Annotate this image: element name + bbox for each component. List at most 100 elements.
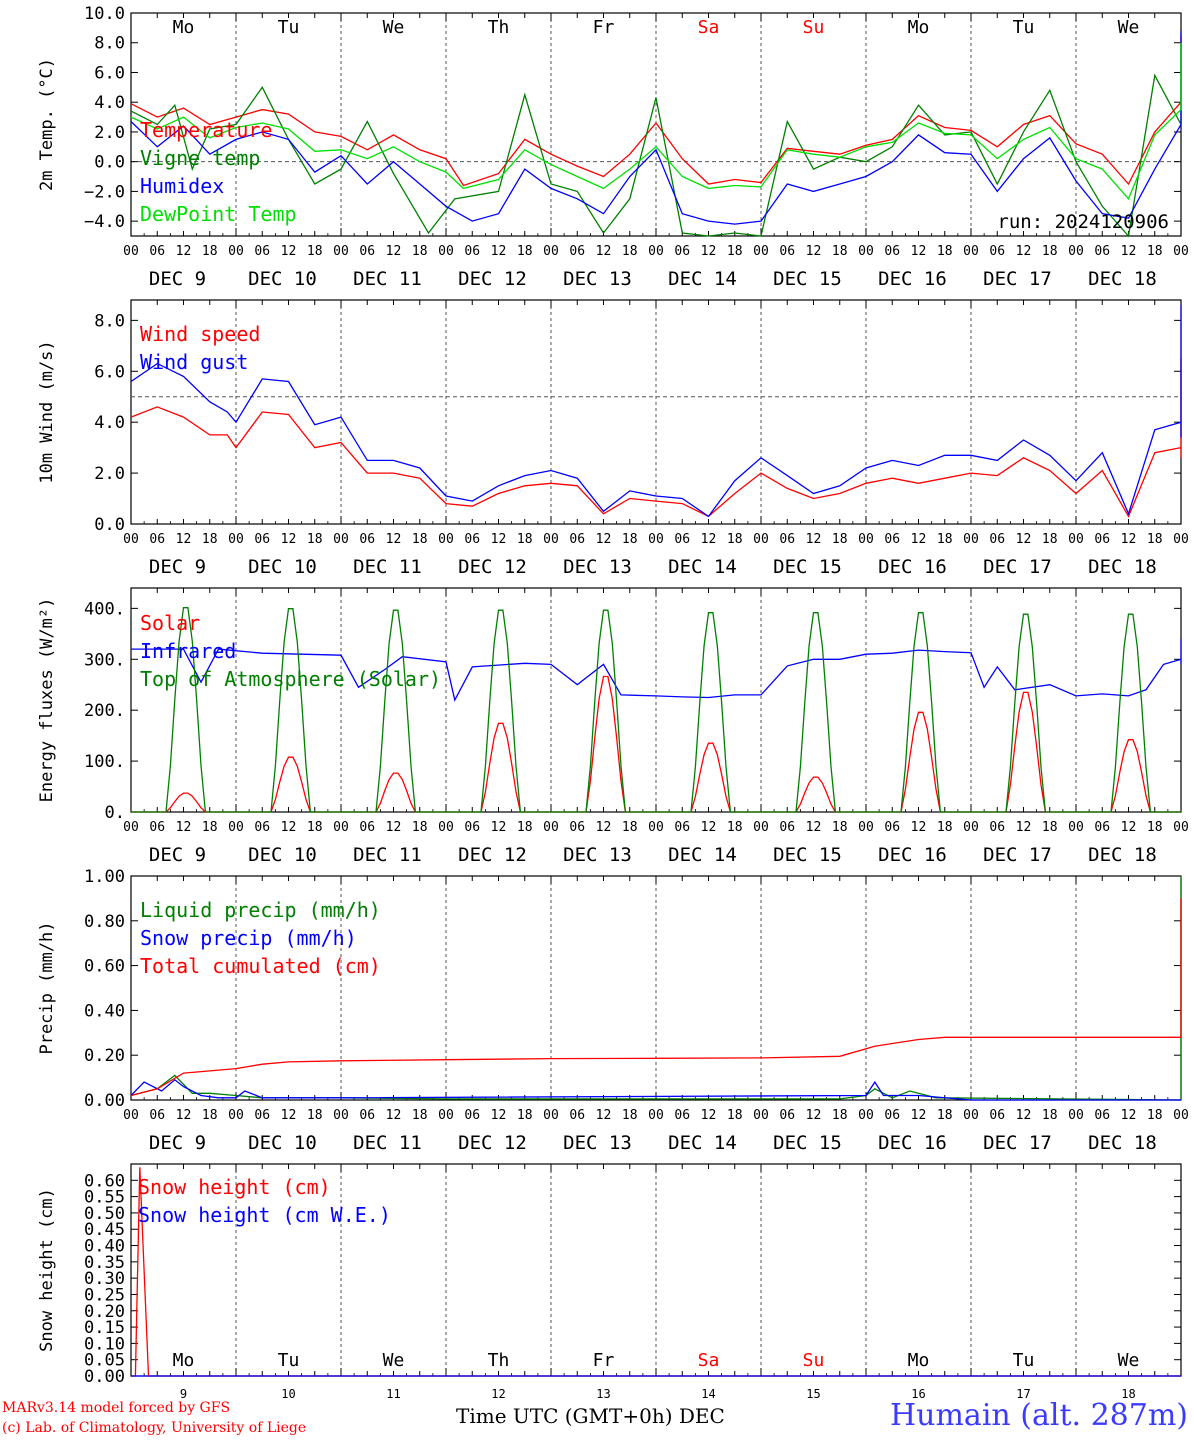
date-label: DEC 10: [248, 1132, 317, 1154]
hour-label: 12: [701, 1108, 717, 1123]
y-tick-label: 1.00: [84, 867, 125, 887]
date-label: DEC 14: [668, 1132, 737, 1154]
hour-label: 06: [464, 820, 480, 835]
legend-entry: Solar: [140, 611, 200, 635]
date-label: DEC 15: [773, 844, 842, 866]
hour-label: 18: [937, 820, 953, 835]
hour-label: 06: [464, 244, 480, 259]
hour-label: 12: [1121, 820, 1137, 835]
day-name: Tu: [1013, 17, 1035, 38]
hour-label: 12: [386, 532, 402, 547]
y-tick-label: 0.60: [84, 1171, 125, 1191]
date-label: DEC 10: [248, 844, 317, 866]
hour-label: 06: [779, 1108, 795, 1123]
date-label: DEC 18: [1088, 1132, 1157, 1154]
series-line-top-of-atmosphere-solar: [131, 607, 1181, 813]
date-label: DEC 16: [878, 844, 947, 866]
hour-label: 06: [569, 244, 585, 259]
y-tick-label: 0.40: [84, 1001, 125, 1021]
hour-label: 00: [123, 1108, 139, 1123]
hour-label: 12: [806, 1108, 822, 1123]
day-number: 14: [701, 1387, 715, 1401]
hour-label: 18: [832, 244, 848, 259]
hour-label: 00: [1068, 1108, 1084, 1123]
hour-label: 00: [228, 1108, 244, 1123]
hour-label: 18: [727, 1108, 743, 1123]
y-tick-label: 300.: [84, 650, 125, 670]
hour-label: 18: [517, 820, 533, 835]
hour-label: 12: [1016, 532, 1032, 547]
day-name: Fr: [593, 17, 615, 38]
y-tick-label: 6.0: [94, 362, 125, 382]
day-name: Th: [488, 1350, 510, 1371]
y-tick-label: 200.: [84, 701, 125, 721]
date-label: DEC 9: [149, 268, 206, 290]
hour-label: 06: [779, 820, 795, 835]
date-label: DEC 14: [668, 844, 737, 866]
date-label: DEC 13: [563, 556, 632, 578]
date-label: DEC 16: [878, 268, 947, 290]
panel-5: 0.000.050.100.150.200.250.300.350.400.45…: [37, 1163, 1182, 1401]
hour-label: 12: [1016, 1108, 1032, 1123]
credit-line-2: (c) Lab. of Climatology, University of L…: [2, 1420, 307, 1436]
y-tick-label: 0.25: [84, 1285, 125, 1305]
hour-label: 00: [963, 532, 979, 547]
hour-label: 06: [1094, 1108, 1110, 1123]
date-label: DEC 9: [149, 556, 206, 578]
y-tick-label: 2.0: [94, 123, 125, 143]
y-tick-label: 0.10: [84, 1334, 125, 1354]
hour-label: 18: [412, 1108, 428, 1123]
hour-label: 18: [1042, 820, 1058, 835]
hour-label: 06: [149, 532, 165, 547]
hour-label: 00: [858, 820, 874, 835]
hour-label: 00: [753, 820, 769, 835]
hour-label: 06: [779, 532, 795, 547]
hour-label: 00: [543, 1108, 559, 1123]
hour-label: 18: [202, 1108, 218, 1123]
hour-label: 12: [1121, 532, 1137, 547]
credit-line-1: MARv3.14 model forced by GFS: [2, 1400, 231, 1416]
hour-label: 12: [281, 1108, 297, 1123]
hour-label: 06: [359, 820, 375, 835]
series-line-wind-speed: [130, 358, 1182, 518]
panel-2: 0.0 2.0 4.0 6.0 8.0 10m Wind (m/s) Wind speed W…: [37, 299, 1189, 578]
day-number: 11: [386, 1387, 400, 1401]
hour-label: 00: [438, 244, 454, 259]
panel-1: −4.0 −2.0 0.0 2.0 4.0 6.0 8.0 10.0 2m Temp. (°C)…: [37, 4, 1189, 290]
legend-entry: Wind gust: [140, 350, 248, 374]
date-label: DEC 18: [1088, 268, 1157, 290]
day-name: We: [383, 1350, 405, 1371]
hour-label: 18: [622, 244, 638, 259]
y-tick-label: 400.: [84, 599, 125, 619]
hour-label: 06: [254, 532, 270, 547]
day-number: 9: [180, 1387, 187, 1401]
hour-label: 00: [1173, 820, 1189, 835]
series-line-wind-gust: [130, 305, 1182, 518]
hour-label: 12: [911, 244, 927, 259]
day-number: 18: [1121, 1387, 1135, 1401]
y-tick-label: 0.30: [84, 1269, 125, 1289]
hour-label: 00: [333, 820, 349, 835]
day-name: Th: [488, 17, 510, 38]
hour-label: 06: [254, 244, 270, 259]
hour-label: 00: [1068, 244, 1084, 259]
date-label: DEC 12: [458, 268, 527, 290]
hour-label: 06: [464, 532, 480, 547]
hour-label: 12: [911, 1108, 927, 1123]
day-name: Tu: [278, 1350, 300, 1371]
hour-label: 18: [517, 1108, 533, 1123]
y-tick-label: 0.: [105, 803, 125, 823]
hour-label: 12: [806, 532, 822, 547]
date-label: DEC 14: [668, 556, 737, 578]
hour-label: 06: [674, 820, 690, 835]
y-axis-title: Snow height (cm): [37, 1188, 57, 1352]
hour-label: 12: [281, 244, 297, 259]
hour-label: 18: [727, 820, 743, 835]
y-tick-label: 0.20: [84, 1302, 125, 1322]
hour-label: 00: [648, 244, 664, 259]
series-line-temperature: [130, 35, 1182, 187]
legend-entry: Humidex: [140, 174, 224, 198]
hour-label: 00: [963, 244, 979, 259]
day-number: 12: [491, 1387, 505, 1401]
y-tick-label: 0.55: [84, 1188, 125, 1208]
